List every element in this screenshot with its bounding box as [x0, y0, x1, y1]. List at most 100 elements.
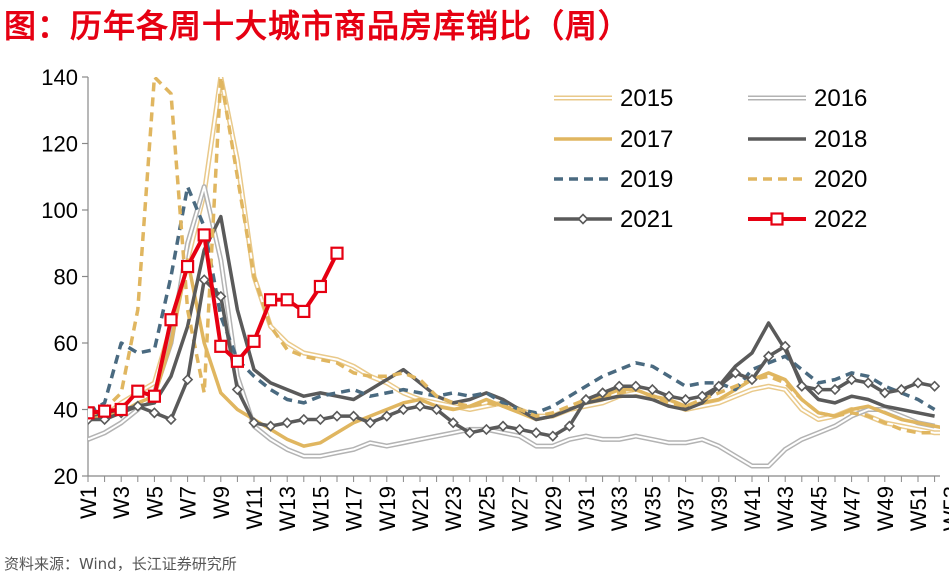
legend-item-2019: 2019: [554, 166, 673, 193]
data-point-2021: [912, 377, 924, 389]
data-point-2021: [364, 417, 376, 429]
data-point-2021: [779, 340, 791, 352]
data-point-2021: [132, 400, 144, 412]
data-point-2022: [164, 313, 178, 327]
data-point-2021: [181, 373, 194, 386]
series-2017: [88, 258, 940, 448]
data-point-2021: [613, 380, 625, 392]
x-tick-label: W39: [707, 486, 732, 531]
x-tick-label: W21: [408, 486, 433, 531]
data-point-2021: [630, 380, 642, 392]
data-point-2021: [231, 383, 244, 396]
x-tick-label: W13: [275, 486, 300, 531]
legend-item-2022: 2022: [748, 206, 867, 233]
legend-item-2017: 2017: [554, 126, 673, 153]
x-tick-label: W35: [640, 486, 665, 531]
data-point-2021: [713, 380, 725, 392]
data-point-2021: [845, 373, 858, 386]
data-point-2021: [281, 417, 293, 429]
legend-label-2019: 2019: [620, 166, 673, 193]
legend-marker-2021: [577, 213, 589, 225]
legend-marker-2022: [770, 212, 784, 226]
x-tick-label: W47: [840, 486, 865, 531]
data-point-2021: [480, 423, 493, 436]
data-point-2021: [812, 383, 825, 396]
data-point-2021: [596, 387, 609, 399]
y-tick-label: 80: [54, 265, 78, 290]
data-point-2021: [497, 420, 509, 432]
y-tick-label: 120: [41, 132, 78, 157]
data-point-2021: [862, 377, 874, 389]
legend-item-2018: 2018: [748, 126, 867, 153]
x-tick-label: W53: [939, 486, 949, 531]
data-point-2021: [414, 400, 426, 412]
x-tick-label: W19: [375, 486, 400, 531]
data-point-2022: [197, 228, 211, 242]
series-line-2016-inner: [88, 185, 935, 467]
data-point-2021: [264, 420, 277, 432]
data-point-2022: [114, 402, 128, 417]
data-point-2021: [165, 413, 177, 426]
legend-item-2020: 2020: [748, 166, 867, 193]
legend-label-2021: 2021: [620, 206, 673, 233]
x-tick-label: W17: [342, 486, 367, 531]
x-tick-label: W51: [906, 486, 931, 531]
data-point-2022: [131, 384, 145, 398]
x-tick-label: W3: [109, 486, 134, 519]
x-tick-label: W33: [607, 486, 632, 531]
series-2020: [88, 77, 935, 435]
x-tick-label: W49: [873, 486, 898, 531]
data-point-2022: [230, 354, 244, 368]
legend-label-2022: 2022: [814, 206, 867, 233]
series-line-2022: [88, 232, 339, 415]
data-point-2022: [247, 334, 261, 348]
legend-item-2016: 2016: [748, 85, 867, 112]
legend-item-2015: 2015: [554, 85, 673, 112]
data-point-2021: [928, 380, 940, 392]
data-point-2021: [248, 417, 260, 429]
data-point-2021: [397, 403, 410, 416]
data-point-2021: [148, 407, 161, 419]
data-point-2021: [547, 430, 559, 442]
data-point-2021: [679, 393, 692, 406]
x-tick-label: W15: [308, 486, 333, 531]
data-point-2021: [198, 274, 210, 286]
source-note: 资料来源：Wind，长江证券研究所: [4, 555, 237, 573]
y-tick-label: 100: [41, 198, 78, 223]
series-2016: [88, 184, 936, 469]
x-tick-label: W37: [674, 486, 699, 531]
data-point-2022: [297, 304, 311, 319]
data-point-2021: [347, 410, 360, 422]
data-point-2021: [447, 417, 459, 429]
data-point-2022: [280, 293, 294, 307]
series-line-2017: [88, 258, 940, 448]
data-point-2022: [264, 293, 278, 307]
legend-label-2016: 2016: [814, 85, 867, 112]
data-point-2021: [430, 403, 443, 416]
y-tick-label: 20: [54, 464, 78, 489]
data-point-2021: [746, 373, 758, 386]
data-point-2022: [88, 406, 95, 420]
chart-title: 图：历年各周十大城市商品房库销比（周）: [4, 7, 632, 45]
series-line-2020: [88, 77, 935, 435]
data-point-2022: [214, 339, 228, 353]
x-tick-label: W43: [773, 486, 798, 531]
data-point-2021: [464, 427, 476, 439]
data-point-2021: [314, 413, 327, 426]
x-tick-label: W1: [76, 486, 101, 519]
data-point-2021: [215, 290, 227, 303]
data-point-2021: [298, 413, 310, 426]
data-point-2021: [513, 423, 526, 436]
axes: 20 40 60 80 100 120 140 W1 W3 W5 W7 W9 W11 W13 W15 W17 W…: [41, 65, 949, 531]
y-tick-label: 60: [54, 331, 78, 356]
x-tick-label: W41: [740, 486, 765, 531]
x-tick-label: W27: [508, 486, 533, 531]
data-point-2021: [696, 390, 708, 402]
data-point-2021: [829, 383, 841, 396]
data-point-2021: [381, 410, 393, 422]
data-point-2021: [879, 387, 891, 399]
x-tick-label: W29: [541, 486, 566, 531]
legend-item-2021: 2021: [554, 206, 673, 233]
x-tick-label: W11: [242, 486, 267, 530]
x-tick-label: W31: [574, 486, 599, 531]
